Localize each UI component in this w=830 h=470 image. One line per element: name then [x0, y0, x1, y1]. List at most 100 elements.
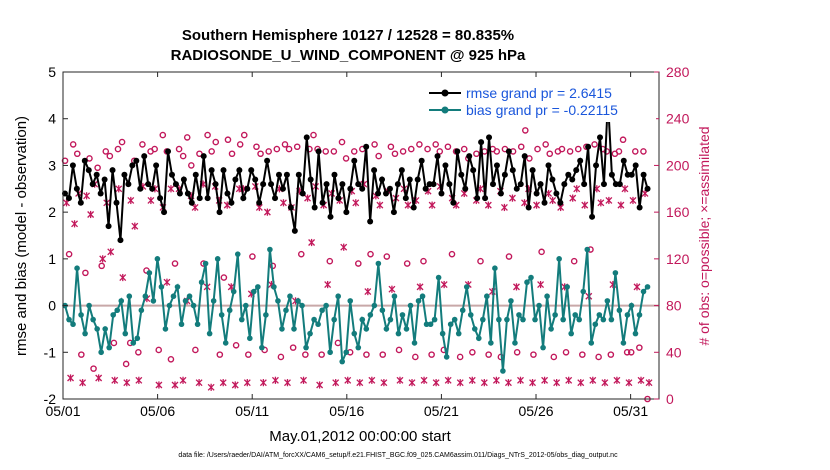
possible-count-point [355, 260, 362, 267]
bias-point [427, 321, 434, 328]
bias-point [150, 298, 157, 304]
assimilated-count-point [284, 379, 291, 387]
rmse-point [545, 162, 552, 169]
x-tick-label: 05/21 [424, 403, 459, 419]
bias-point [142, 293, 149, 300]
assimilated-count-point [115, 185, 123, 193]
rmse-point [343, 209, 350, 216]
bias-point [178, 321, 185, 328]
rmse-point [632, 162, 639, 169]
rmse-point [319, 199, 326, 206]
rmse-point [386, 185, 393, 192]
rmse-point [256, 199, 263, 206]
bias-point [102, 326, 108, 332]
possible-count-point [110, 339, 118, 347]
rmse-point [513, 185, 520, 192]
assimilated-count-point [304, 194, 312, 202]
bias-point [423, 321, 430, 328]
legend: rmse grand pr = 2.6415 bias grand pr = -… [426, 82, 656, 122]
possible-count-point [330, 148, 338, 155]
assimilated-count-point [605, 196, 613, 205]
rmse-point [418, 157, 425, 164]
assimilated-count-point [533, 201, 541, 209]
bias-point [467, 312, 474, 318]
possible-count-point [310, 131, 317, 139]
rmse-point [145, 181, 152, 188]
rmse-point [414, 176, 421, 183]
rmse-point [180, 176, 187, 183]
legend-rmse-marker [441, 89, 449, 97]
possible-count-point [631, 148, 639, 155]
rmse-point [287, 204, 294, 211]
bias-point [279, 326, 285, 332]
possible-count-point [293, 143, 301, 151]
chart-title: Southern Hemisphere 10127 / 12528 = 80.8… [182, 27, 514, 44]
possible-count-point [179, 152, 187, 160]
y-axis-ticks: -2 -1 0 1 2 3 4 5 [44, 64, 68, 407]
bias-point [592, 321, 599, 328]
possible-count-point [90, 365, 97, 372]
rmse-point [438, 190, 445, 197]
rmse-point [521, 153, 528, 160]
legend-bias-marker [441, 106, 449, 114]
rmse-point [489, 181, 496, 188]
assimilated-count-point [123, 379, 131, 387]
assimilated-count-point [420, 376, 428, 384]
possible-count-point [253, 143, 260, 151]
assimilated-count-point [500, 203, 508, 212]
assimilated-count-point [513, 283, 520, 291]
assimilated-count-point [456, 379, 464, 387]
bias-point [628, 302, 635, 309]
right-tick-label: 280 [666, 64, 690, 80]
possible-count-point [387, 143, 395, 151]
bias-point [343, 349, 350, 356]
bias-point [110, 312, 117, 318]
assimilated-count-point [207, 383, 215, 391]
rmse-point [283, 171, 290, 178]
bias-point [331, 316, 337, 323]
rmse-point [636, 204, 643, 211]
right-tick-label: 0 [666, 391, 674, 407]
rmse-point [430, 181, 437, 188]
rmse-point [382, 190, 389, 197]
bias-point [347, 298, 354, 304]
possible-count-point [371, 141, 378, 148]
bias-point [70, 321, 76, 328]
rmse-point [351, 157, 358, 164]
bias-point [383, 326, 390, 332]
bias-point [154, 256, 161, 262]
possible-count-point [220, 274, 228, 281]
possible-count-point [513, 348, 521, 356]
bias-point [371, 302, 378, 309]
rmse-point [153, 162, 160, 169]
bias-point [439, 330, 446, 337]
assimilated-count-point [131, 222, 139, 230]
assimilated-count-point [67, 374, 74, 382]
possible-count-point [98, 262, 105, 270]
assimilated-count-point [617, 201, 625, 209]
assimilated-count-point [300, 376, 308, 384]
bias-point [484, 293, 490, 300]
rmse-point [232, 176, 239, 183]
assimilated-count-point [480, 379, 488, 387]
assimilated-count-point [508, 194, 516, 202]
rmse-point [81, 157, 88, 164]
possible-count-point [412, 353, 419, 361]
possible-count-point [159, 131, 167, 139]
legend-bias-label: bias grand pr = -0.22115 [466, 102, 618, 118]
x-tick-label: 05/11 [235, 403, 269, 419]
possible-count-point [538, 248, 545, 256]
possible-count-point [102, 148, 110, 155]
bias-point [166, 302, 173, 309]
possible-count-point [542, 141, 549, 148]
x-axis-ticks: 05/01 05/06 05/11 05/16 05/21 05/26 05/31 [45, 72, 648, 419]
assimilated-count-point [163, 278, 171, 286]
y-tick-label: 2 [48, 204, 56, 220]
possible-count-point [228, 150, 236, 158]
assimilated-count-point [492, 376, 500, 384]
y-tick-label: -1 [44, 344, 57, 360]
rmse-point [208, 167, 215, 174]
rmse-point [129, 162, 136, 169]
bias-point [411, 340, 418, 346]
possible-count-point [302, 351, 309, 358]
